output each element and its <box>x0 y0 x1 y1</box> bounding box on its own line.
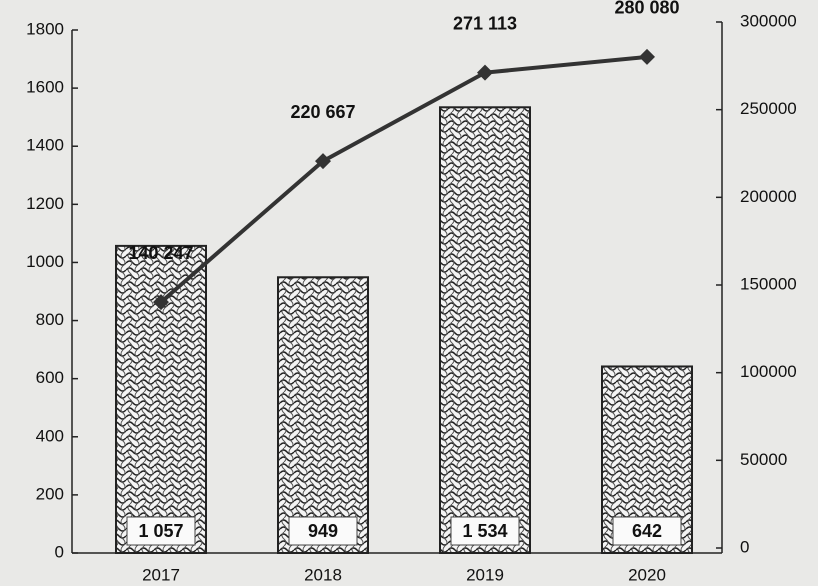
y-tick-label: 1800 <box>26 19 64 38</box>
value-label-box <box>612 516 682 546</box>
value-label-box <box>126 516 196 546</box>
y-tick-label: 200 <box>36 484 64 503</box>
bar <box>115 244 207 554</box>
x-tick-label: 2018 <box>304 565 342 584</box>
bar-value-label: 642 <box>632 521 662 541</box>
bar <box>277 276 369 554</box>
y-tick-label: 1000 <box>26 252 64 271</box>
line-marker <box>315 153 331 170</box>
y-tick-label: 0 <box>55 542 64 561</box>
x-tick-label: 2020 <box>628 565 666 584</box>
bar-value-label: 1 534 <box>462 521 507 541</box>
y2-tick-label: 250000 <box>740 99 797 118</box>
y-tick-label: 1200 <box>26 194 64 213</box>
y2-tick-label: 50000 <box>740 450 787 469</box>
y-tick-label: 400 <box>36 426 64 445</box>
line-marker <box>639 48 655 65</box>
bar-value-label: 949 <box>308 521 338 541</box>
y2-tick-label: 200000 <box>740 187 797 206</box>
x-tick-label: 2017 <box>142 565 180 584</box>
y-tick-label: 800 <box>36 310 64 329</box>
value-label-box <box>288 516 358 546</box>
y2-tick-label: 100000 <box>740 362 797 381</box>
line-value-label: 280 080 <box>614 0 679 18</box>
bar-value-label: 1 057 <box>138 521 183 541</box>
y-tick-label: 1600 <box>26 78 64 97</box>
line <box>159 54 648 304</box>
value-label-box <box>450 516 520 546</box>
line-marker <box>477 64 493 81</box>
y-tick-label: 600 <box>36 368 64 387</box>
y2-tick-label: 0 <box>740 537 749 556</box>
line-marker <box>153 294 169 311</box>
y-tick-label: 1400 <box>26 136 64 155</box>
x-tick-label: 2019 <box>466 565 504 584</box>
line-value-label: 271 113 <box>453 13 517 33</box>
line-value-label: 140 247 <box>128 243 193 263</box>
y2-tick-label: 150000 <box>740 274 797 293</box>
line-value-label: 220 667 <box>290 102 355 122</box>
y2-tick-label: 300000 <box>740 11 797 30</box>
bar <box>439 106 531 554</box>
